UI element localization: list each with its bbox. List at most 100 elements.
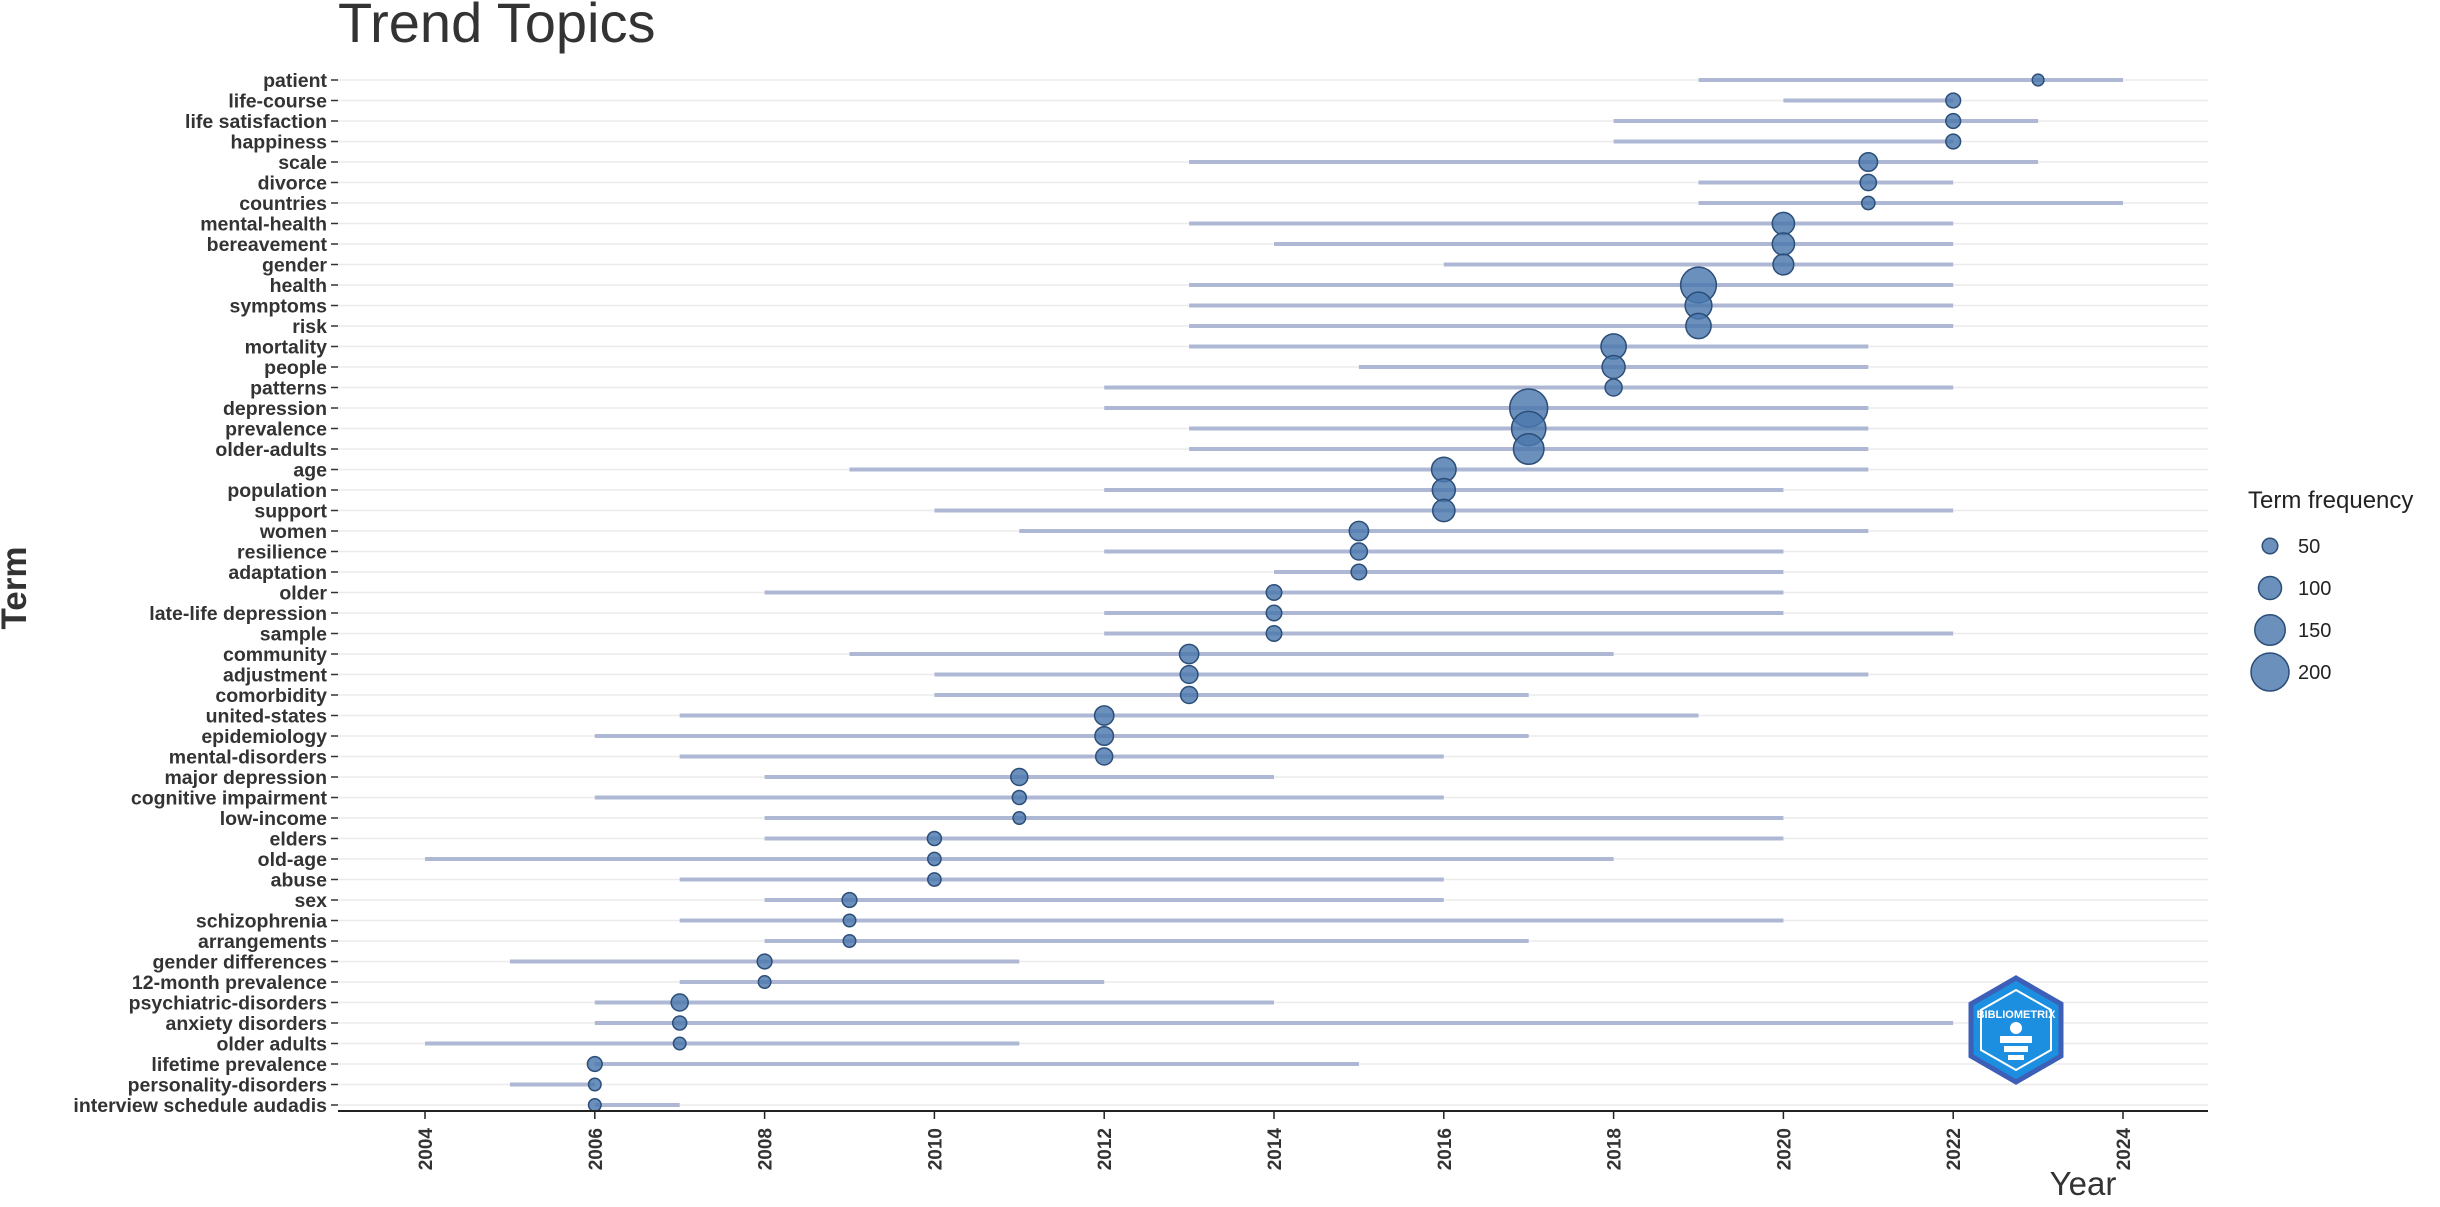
term-label: depression xyxy=(223,398,327,420)
x-tick-label: 2016 xyxy=(1435,1128,1456,1170)
term-label: abuse xyxy=(271,870,328,892)
term-frequency-point xyxy=(1512,433,1545,465)
legend-label: 50 xyxy=(2298,536,2320,558)
term-label: mental-disorders xyxy=(169,747,327,769)
term-label: life satisfaction xyxy=(185,111,327,133)
legend-label: 100 xyxy=(2298,578,2331,600)
term-frequency-point xyxy=(1179,664,1199,685)
legend-key xyxy=(2250,652,2290,692)
term-label: arrangements xyxy=(198,931,327,953)
term-frequency-point xyxy=(1011,789,1028,806)
term-label: countries xyxy=(239,193,327,215)
term-label: gender differences xyxy=(153,952,328,974)
logo-figure-head xyxy=(2010,1022,2022,1034)
term-label: mental-health xyxy=(200,214,327,236)
term-frequency-point xyxy=(1265,584,1283,601)
term-frequency-point xyxy=(587,1077,602,1092)
term-label: united-states xyxy=(206,706,328,728)
term-label: late-life depression xyxy=(149,603,327,625)
term-label: population xyxy=(227,480,327,502)
term-label: sample xyxy=(260,624,327,646)
term-frequency-point xyxy=(756,953,773,970)
term-label: bereavement xyxy=(207,234,328,256)
term-label: health xyxy=(270,275,327,297)
term-frequency-point xyxy=(926,830,943,847)
term-label: adaptation xyxy=(228,562,327,584)
term-label: low-income xyxy=(220,808,327,830)
x-tick-label: 2024 xyxy=(2114,1128,2135,1171)
term-frequency-point xyxy=(1265,604,1283,622)
term-frequency-point xyxy=(1265,625,1283,642)
term-frequency-point xyxy=(1093,705,1115,726)
term-label: community xyxy=(223,644,327,666)
term-frequency-point xyxy=(1945,112,1962,130)
term-label: patient xyxy=(263,70,327,92)
term-frequency-point xyxy=(1010,767,1029,787)
term-label: sex xyxy=(294,890,327,912)
term-frequency-point xyxy=(1350,563,1368,581)
term-label: prevalence xyxy=(225,419,327,441)
logo-figure-bar-1 xyxy=(2000,1036,2032,1043)
x-tick-label: 2012 xyxy=(1095,1128,1116,1170)
term-frequency-point xyxy=(587,1098,602,1112)
term-frequency-point xyxy=(1859,173,1878,192)
term-frequency-point xyxy=(1431,477,1457,503)
term-label: old-age xyxy=(258,849,327,871)
term-frequency-point xyxy=(1945,133,1962,150)
term-label: resilience xyxy=(237,542,327,564)
x-tick-label: 2022 xyxy=(1944,1128,1965,1170)
term-label: life-course xyxy=(228,91,327,113)
term-frequency-point xyxy=(1348,520,1370,542)
logo-inner-hexagon xyxy=(1980,988,2052,1072)
term-frequency-point xyxy=(1012,811,1027,825)
legend-title: Term frequency xyxy=(2248,487,2413,514)
legend-label: 150 xyxy=(2298,620,2331,642)
term-frequency-point xyxy=(1771,211,1796,236)
x-axis-title: Year xyxy=(2050,1165,2117,1202)
term-label: cognitive impairment xyxy=(131,788,328,810)
term-label: lifetime prevalence xyxy=(151,1054,327,1076)
term-label: symptoms xyxy=(229,296,327,318)
term-frequency-point xyxy=(757,975,772,989)
term-frequency-point xyxy=(841,891,858,909)
term-frequency-point xyxy=(1771,232,1796,256)
x-axis-ticks: 2004 2006 2008 2010 2012 2014 2016 2018 2020 2022… xyxy=(416,1111,2135,1170)
term-frequency-point xyxy=(1945,92,1962,109)
term-label: age xyxy=(293,460,327,482)
term-label: mortality xyxy=(245,337,328,359)
term-label: women xyxy=(259,521,327,543)
term-frequency-point xyxy=(586,1055,603,1073)
term-frequency-point xyxy=(927,851,942,867)
term-label: adjustment xyxy=(223,665,328,687)
logo-figure-bar-2 xyxy=(2004,1046,2028,1052)
term-frequency-point xyxy=(1094,747,1114,766)
legend-key xyxy=(2261,537,2279,555)
term-label: major depression xyxy=(164,767,327,789)
term-label: anxiety disorders xyxy=(166,1013,328,1035)
x-tick-label: 2014 xyxy=(1265,1128,1286,1171)
logo-wordmark: BIBLIOMETRIX xyxy=(1977,1009,2056,1021)
x-tick-label: 2010 xyxy=(925,1128,946,1170)
term-label: risk xyxy=(292,316,327,338)
term-label: personality-disorders xyxy=(128,1075,328,1097)
x-tick-label: 2006 xyxy=(586,1128,607,1170)
x-tick-label: 2004 xyxy=(416,1128,437,1171)
term-frequency-point xyxy=(1604,378,1623,397)
x-tick-label: 2018 xyxy=(1605,1128,1626,1170)
term-frequency-point xyxy=(842,934,857,948)
term-frequency-point xyxy=(1349,542,1369,561)
term-label: psychiatric-disorders xyxy=(129,993,327,1015)
term-label: people xyxy=(264,357,327,379)
term-frequency-point xyxy=(927,872,942,887)
bibliometrix-logo: BIBLIOMETRIX xyxy=(1968,975,2064,1085)
term-frequency-point xyxy=(1094,726,1115,746)
legend-key xyxy=(2257,575,2283,601)
term-label: older xyxy=(279,583,327,605)
term-frequency-point xyxy=(1178,643,1200,665)
term-frequency-point xyxy=(671,1015,688,1031)
term-frequency-point xyxy=(1858,152,1879,172)
term-frequency-point xyxy=(1179,685,1199,705)
term-label: scale xyxy=(278,152,327,174)
